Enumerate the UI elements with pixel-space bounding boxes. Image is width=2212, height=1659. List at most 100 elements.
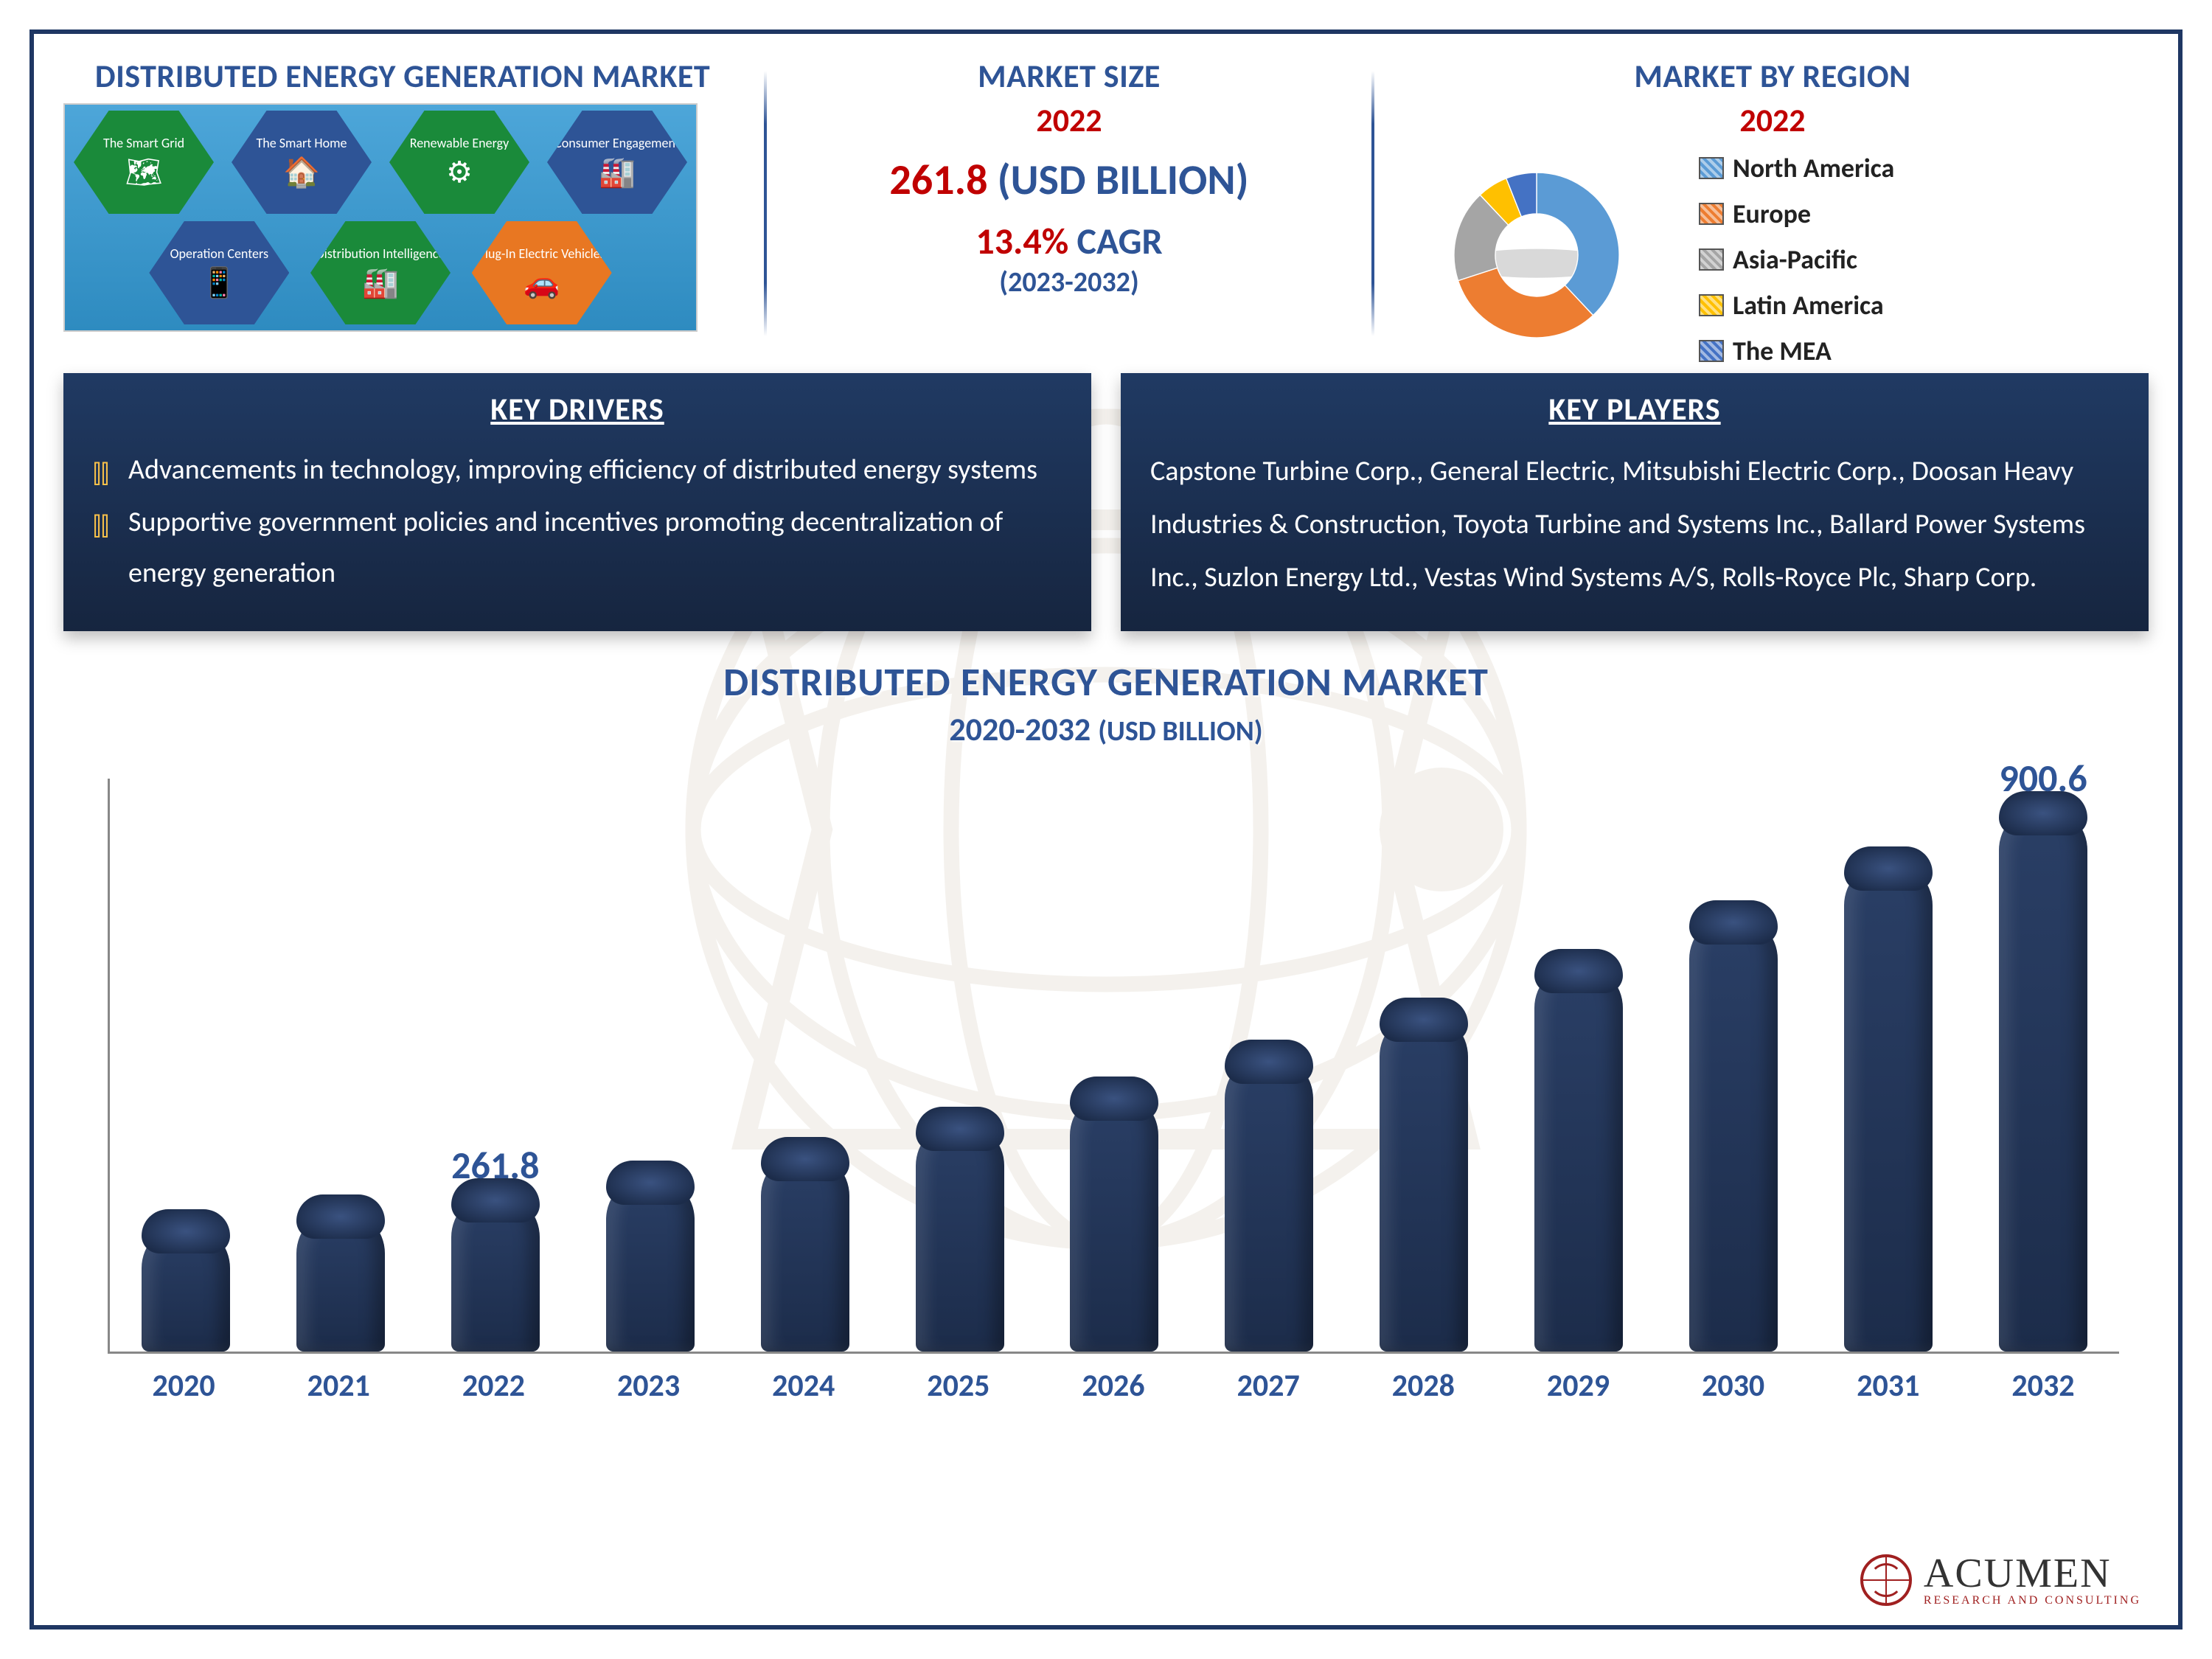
bullet-icon: ⫿⫿ [93, 452, 115, 497]
market-size-number: 261.8 [889, 153, 987, 206]
bar-chart-unit: (USD BILLION) [1098, 714, 1262, 748]
region-year: 2022 [1397, 100, 2149, 140]
xaxis-label: 2029 [1524, 1367, 1632, 1405]
logo-name: ACUMEN [1924, 1553, 2141, 1594]
key-players-title: KEY PLAYERS [1150, 391, 2119, 428]
bar [1999, 806, 2087, 1351]
legend-item: Asia-Pacific [1699, 243, 1894, 276]
market-cagr: 13.4% CAGR [789, 219, 1349, 264]
legend-label: Latin America [1733, 289, 1884, 321]
legend-label: Asia-Pacific [1733, 243, 1857, 276]
xaxis-label: 2023 [594, 1367, 702, 1405]
driver-text: Advancements in technology, improving ef… [128, 445, 1037, 497]
xaxis-label: 2028 [1369, 1367, 1477, 1405]
legend-label: North America [1733, 152, 1894, 184]
cagr-number: 13.4% [975, 219, 1068, 264]
key-drivers-box: KEY DRIVERS ⫿⫿Advancements in technology… [63, 373, 1091, 631]
key-drivers-title: KEY DRIVERS [93, 391, 1062, 428]
bar-slot [132, 1224, 240, 1351]
bar-chart-title: DISTRIBUTED ENERGY GENERATION MARKET [63, 658, 2149, 706]
bar-chart-section: DISTRIBUTED ENERGY GENERATION MARKET 202… [63, 658, 2149, 1439]
overview-title: DISTRIBUTED ENERGY GENERATION MARKET [63, 56, 742, 96]
hex-tile: Renewable Energy⚙ [389, 111, 529, 214]
logo-globe-icon [1860, 1554, 1912, 1606]
bar-slot [1525, 964, 1632, 1351]
hex-tile: Distribution Intelligence🏭 [310, 221, 451, 324]
bar [761, 1152, 849, 1352]
xaxis-label: 2031 [1834, 1367, 1942, 1405]
bar-chart-years: 2020-2032 [949, 709, 1091, 749]
bar [606, 1175, 695, 1351]
hex-tile: Operation Centers📱 [149, 221, 289, 324]
legend-swatch [1699, 294, 1724, 316]
cagr-period: (2023-2032) [789, 265, 1349, 299]
logo-tagline: RESEARCH AND CONSULTING [1924, 1594, 2141, 1607]
region-donut-chart [1397, 145, 1677, 366]
market-overview-column: DISTRIBUTED ENERGY GENERATION MARKET The… [63, 56, 742, 366]
bar-slot: 261.8 [442, 1193, 549, 1352]
bar-slot [287, 1209, 394, 1352]
market-size-unit: (USD BILLION) [998, 153, 1249, 206]
bar-slot [1061, 1091, 1169, 1352]
market-size-value: 261.8 (USD BILLION) [789, 153, 1349, 206]
legend-label: The MEA [1733, 335, 1832, 367]
bar [1689, 915, 1778, 1351]
region-legend: North America Europe Asia-Pacific Latin Ame… [1699, 152, 1894, 380]
xaxis-label: 2022 [439, 1367, 547, 1405]
hex-tile: The Smart Grid🗺 [74, 111, 214, 214]
xaxis-label: 2030 [1680, 1367, 1787, 1405]
bar [296, 1209, 385, 1352]
market-size-title: MARKET SIZE [789, 56, 1349, 96]
vertical-divider [1371, 71, 1374, 336]
hex-tile: The Smart Home🏠 [232, 111, 372, 214]
xaxis-label: 2027 [1214, 1367, 1322, 1405]
market-region-column: MARKET BY REGION 2022 North AmericaEurop… [1397, 56, 2149, 366]
cagr-label: CAGR [1077, 219, 1162, 264]
driver-bullet: ⫿⫿ Advancements in technology, improving … [93, 445, 1062, 497]
legend-swatch [1699, 248, 1724, 271]
xaxis-label: 2021 [285, 1367, 392, 1405]
xaxis-label: 2020 [130, 1367, 237, 1405]
infographic-frame: DISTRIBUTED ENERGY GENERATION MARKET The… [29, 29, 2183, 1630]
bar-slot [751, 1152, 859, 1352]
bar [1380, 1012, 1468, 1352]
legend-swatch [1699, 157, 1724, 179]
bar-slot [1680, 915, 1787, 1351]
bar-slot [597, 1175, 704, 1351]
bar [1534, 964, 1623, 1351]
bar-slot [906, 1121, 1014, 1352]
bar [916, 1121, 1004, 1352]
driver-text: Supportive government policies and incen… [128, 497, 1062, 598]
bar [1225, 1054, 1313, 1351]
legend-label: Europe [1733, 198, 1811, 230]
bar-value-label: 261.8 [451, 1141, 539, 1189]
bar-slot [1834, 861, 1942, 1352]
legend-item: North America [1699, 152, 1894, 184]
bar [142, 1224, 230, 1351]
top-row: DISTRIBUTED ENERGY GENERATION MARKET The… [63, 56, 2149, 366]
bar-chart-subtitle: 2020-2032 (USD BILLION) [63, 709, 2149, 749]
hex-tile: Consumer Engagement🏭 [547, 111, 687, 214]
legend-swatch [1699, 340, 1724, 362]
key-players-text: Capstone Turbine Corp., General Electric… [1150, 445, 2119, 605]
market-size-year: 2022 [789, 100, 1349, 140]
bar [1844, 861, 1933, 1352]
bar-chart-plot: 261.8900.6 [108, 779, 2119, 1354]
bar [451, 1193, 540, 1352]
xaxis-label: 2032 [1989, 1367, 2097, 1405]
bullet-icon: ⫿⫿ [93, 504, 115, 598]
legend-swatch [1699, 203, 1724, 225]
vertical-divider [764, 71, 767, 336]
bar-slot [1370, 1012, 1478, 1352]
market-size-column: MARKET SIZE 2022 261.8 (USD BILLION) 13.… [789, 56, 1349, 366]
bar-slot [1215, 1054, 1323, 1351]
info-row: KEY DRIVERS ⫿⫿Advancements in technology… [63, 373, 2149, 631]
key-players-box: KEY PLAYERS Capstone Turbine Corp., Gene… [1121, 373, 2149, 631]
legend-item: The MEA [1699, 335, 1894, 367]
xaxis-label: 2026 [1060, 1367, 1167, 1405]
hex-tile: Plug-In Electric Vehicles🚗 [472, 221, 612, 324]
bar-value-label: 900.6 [1999, 754, 2087, 801]
hex-graphic: The Smart Grid🗺The Smart Home🏠Renewable … [63, 103, 698, 332]
xaxis-label: 2024 [750, 1367, 858, 1405]
legend-item: Europe [1699, 198, 1894, 230]
